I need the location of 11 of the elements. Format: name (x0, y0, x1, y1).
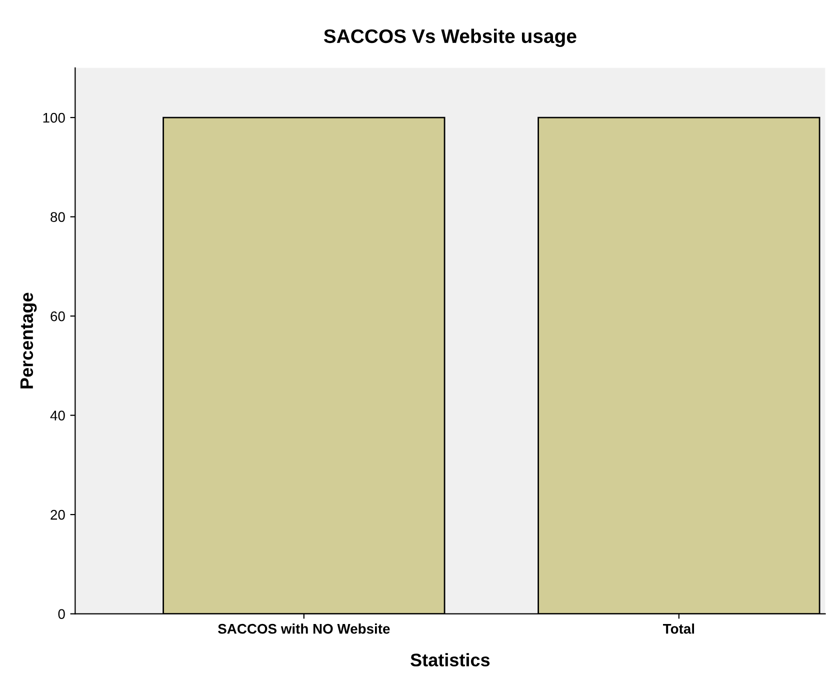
chart-title: SACCOS Vs Website usage (324, 28, 576, 48)
x-axis-title: Statistics (410, 653, 490, 666)
x-tick-label: Total (663, 624, 694, 634)
x-tick-label: SACCOS with NO Website (218, 624, 390, 634)
y-tick-label: 60 (50, 311, 65, 322)
y-tick-label: 0 (58, 609, 65, 619)
y-axis-title: Percentage (20, 292, 37, 388)
y-tick-label: 100 (43, 112, 65, 123)
y-tick-label: 80 (50, 212, 65, 222)
y-tick-label: 40 (50, 410, 65, 420)
y-tick-label: 20 (50, 510, 65, 520)
